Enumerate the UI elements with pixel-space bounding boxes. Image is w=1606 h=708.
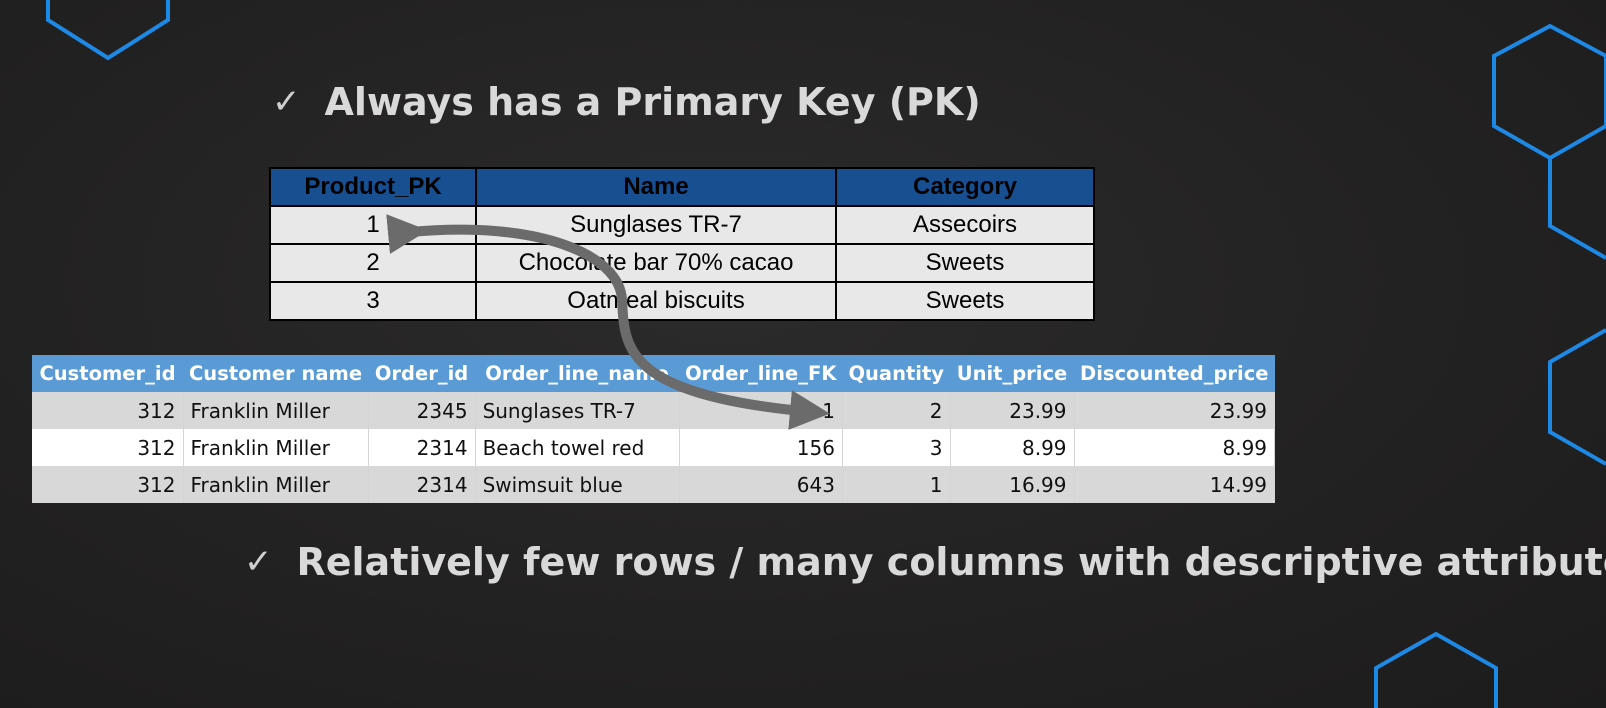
table-cell: Sunglases TR-7 bbox=[475, 392, 680, 429]
table-cell: Franklin Miller bbox=[183, 429, 369, 466]
bullet-text: Always has a Primary Key (PK) bbox=[324, 80, 981, 124]
table-cell: 3 bbox=[269, 281, 477, 321]
hexagon-right-middle-icon bbox=[1548, 158, 1606, 260]
table-cell: 1 bbox=[269, 205, 477, 245]
table-cell: 16.99 bbox=[950, 466, 1075, 503]
table-cell: 8.99 bbox=[1074, 429, 1276, 466]
table-row: 312 Franklin Miller 2314 Swimsuit blue 6… bbox=[32, 466, 1276, 503]
table-cell: 23.99 bbox=[950, 392, 1075, 429]
table-cell: 1 bbox=[842, 466, 951, 503]
header-cell: Customer name bbox=[183, 355, 369, 392]
table-cell: 23.99 bbox=[1074, 392, 1276, 429]
table-cell: 2 bbox=[269, 243, 477, 283]
table-cell: 1 bbox=[679, 392, 843, 429]
table-cell: Swimsuit blue bbox=[475, 466, 680, 503]
header-cell: Product_PK bbox=[269, 167, 477, 207]
header-cell: Order_line_FK bbox=[679, 355, 843, 392]
table-cell: 312 bbox=[32, 429, 184, 466]
header-cell: Unit_price bbox=[950, 355, 1075, 392]
checkmark-icon: ✓ bbox=[272, 82, 301, 122]
table-cell: 2314 bbox=[368, 466, 476, 503]
table-row: 2 Chocolate bar 70% cacao Sweets bbox=[269, 243, 1095, 283]
hexagon-bottom-icon bbox=[1374, 631, 1498, 708]
table-cell: Franklin Miller bbox=[183, 392, 369, 429]
header-cell: Discounted_price bbox=[1074, 355, 1275, 392]
header-cell: Quantity bbox=[842, 355, 951, 392]
table-cell: Sweets bbox=[835, 281, 1095, 321]
table-cell: 8.99 bbox=[950, 429, 1075, 466]
bullet-primary-key: ✓ Always has a Primary Key (PK) bbox=[272, 80, 981, 124]
product-table: Product_PK Name Category 1 Sunglases TR-… bbox=[269, 167, 1095, 321]
checkmark-icon: ✓ bbox=[244, 542, 273, 582]
table-cell: 2 bbox=[842, 392, 951, 429]
hexagon-top-left-icon bbox=[46, 0, 170, 61]
bullet-text: Relatively few rows / many columns with … bbox=[296, 540, 1606, 584]
bullet-few-rows: ✓ Relatively few rows / many columns wit… bbox=[244, 540, 1606, 584]
table-row: 1 Sunglases TR-7 Assecoirs bbox=[269, 205, 1095, 245]
table-row: 312 Franklin Miller 2314 Beach towel red… bbox=[32, 429, 1276, 466]
table-cell: Beach towel red bbox=[475, 429, 680, 466]
table-cell: 312 bbox=[32, 392, 184, 429]
table-cell: Franklin Miller bbox=[183, 466, 369, 503]
table-cell: 312 bbox=[32, 466, 184, 503]
table-cell: 643 bbox=[679, 466, 843, 503]
order-table: Customer_id Customer name Order_id Order… bbox=[32, 355, 1276, 503]
table-cell: Oatmeal biscuits bbox=[475, 281, 837, 321]
table-row: 3 Oatmeal biscuits Sweets bbox=[269, 281, 1095, 321]
product-table-header: Product_PK Name Category bbox=[269, 167, 1095, 207]
table-row: 312 Franklin Miller 2345 Sunglases TR-7 … bbox=[32, 392, 1276, 429]
hexagon-right-lower-icon bbox=[1548, 328, 1606, 466]
table-cell: 3 bbox=[842, 429, 951, 466]
table-cell: Sunglases TR-7 bbox=[475, 205, 837, 245]
table-cell: 156 bbox=[679, 429, 843, 466]
table-cell: 2345 bbox=[368, 392, 476, 429]
hexagon-right-upper-icon bbox=[1492, 23, 1606, 161]
header-cell: Order_line_name bbox=[475, 355, 680, 392]
header-cell: Name bbox=[475, 167, 837, 207]
table-cell: Assecoirs bbox=[835, 205, 1095, 245]
table-cell: Chocolate bar 70% cacao bbox=[475, 243, 837, 283]
table-cell: 14.99 bbox=[1074, 466, 1276, 503]
header-cell: Category bbox=[835, 167, 1095, 207]
header-cell: Customer_id bbox=[32, 355, 183, 392]
order-table-header: Customer_id Customer name Order_id Order… bbox=[32, 355, 1275, 392]
header-cell: Order_id bbox=[368, 355, 476, 392]
table-cell: 2314 bbox=[368, 429, 476, 466]
table-cell: Sweets bbox=[835, 243, 1095, 283]
